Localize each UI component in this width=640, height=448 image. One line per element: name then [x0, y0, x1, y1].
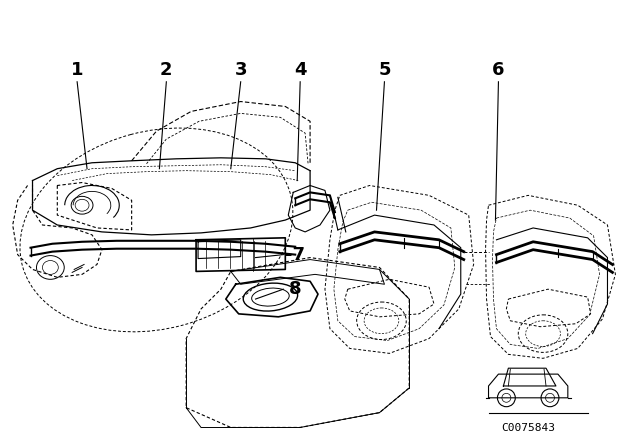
Text: 2: 2 [160, 61, 173, 79]
Text: 6: 6 [492, 61, 505, 79]
Text: 5: 5 [378, 61, 390, 79]
Text: 4: 4 [294, 61, 307, 79]
Text: 3: 3 [234, 61, 247, 79]
Text: -7: -7 [285, 246, 305, 263]
Text: C0075843: C0075843 [501, 422, 555, 432]
Text: 8: 8 [289, 280, 301, 298]
Text: 1: 1 [71, 61, 83, 79]
